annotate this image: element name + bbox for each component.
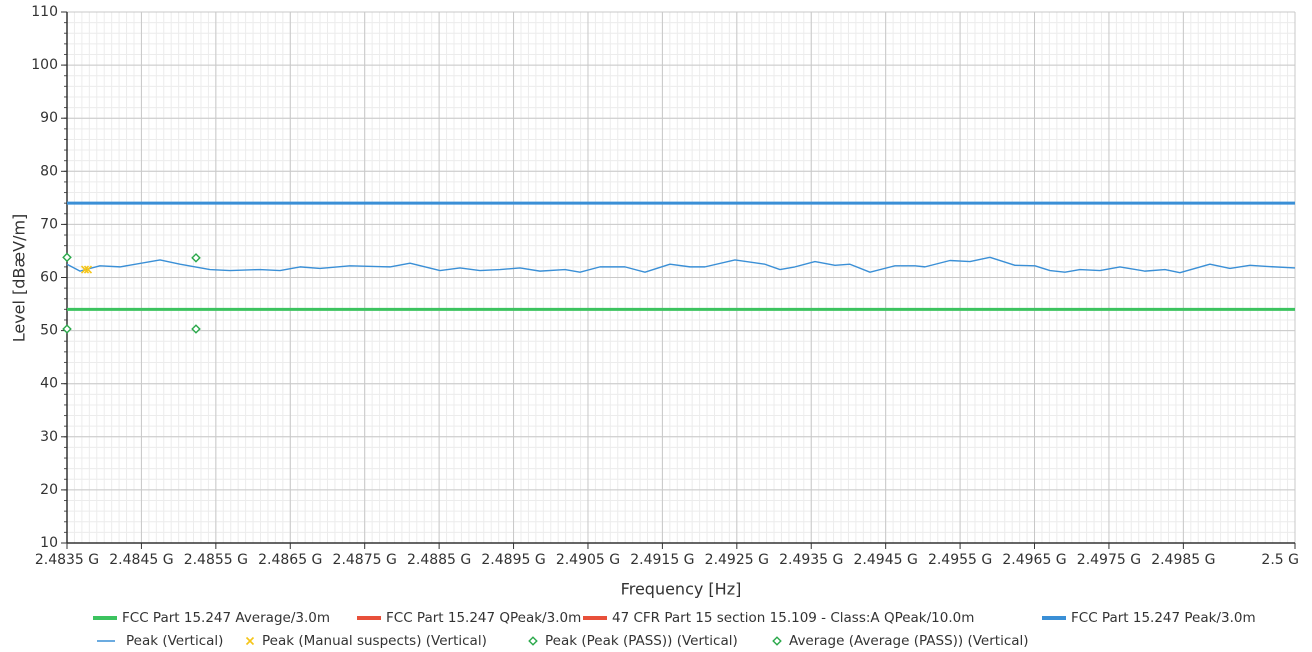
x-tick-label: 2.4935 G <box>779 552 843 568</box>
cross-marker <box>83 265 93 274</box>
legend-label: Peak (Manual suspects) (Vertical) <box>262 633 487 649</box>
legend-label: FCC Part 15.247 Peak/3.0m <box>1071 610 1256 626</box>
legend-label: Average (Average (PASS)) (Vertical) <box>789 633 1029 649</box>
diamond-marker <box>62 252 72 263</box>
y-tick-label: 70 <box>40 216 58 232</box>
y-tick-label: 10 <box>40 535 58 551</box>
y-tick-label: 20 <box>40 482 58 498</box>
legend-item: FCC Part 15.247 Peak/3.0m <box>1042 610 1256 626</box>
x-tick-label: 2.4955 G <box>928 552 992 568</box>
x-tick-label: 2.5 G <box>1261 552 1299 568</box>
diamond-marker <box>528 636 538 646</box>
legend-label: FCC Part 15.247 Average/3.0m <box>122 610 330 626</box>
cross-marker <box>80 265 90 274</box>
y-tick-label: 100 <box>31 57 58 73</box>
diamond-marker <box>62 324 72 334</box>
trace-line <box>66 256 1296 274</box>
cross-marker <box>245 636 255 646</box>
legend-label: Peak (Peak (PASS)) (Vertical) <box>545 633 738 649</box>
y-tick-label: 40 <box>40 376 58 392</box>
y-tick-label: 50 <box>40 323 58 339</box>
legend-item: FCC Part 15.247 QPeak/3.0m <box>357 610 581 626</box>
legend-item: FCC Part 15.247 Average/3.0m <box>93 610 330 626</box>
diamond-marker <box>772 636 782 646</box>
y-tick-label: 110 <box>31 4 58 20</box>
diamond-marker <box>191 324 201 334</box>
x-axis-label: Frequency [Hz] <box>621 580 742 599</box>
y-tick-label: 30 <box>40 429 58 445</box>
x-tick-label: 2.4885 G <box>407 552 471 568</box>
legend-label: 47 CFR Part 15 section 15.109 - Class:A … <box>612 610 974 626</box>
x-tick-label: 2.4915 G <box>630 552 694 568</box>
legend-item: 47 CFR Part 15 section 15.109 - Class:A … <box>583 610 974 626</box>
y-tick-label: 80 <box>40 163 58 179</box>
x-tick-label: 2.4945 G <box>854 552 918 568</box>
y-axis-label: Level [dBæV/m] <box>10 214 29 343</box>
x-tick-label: 2.4895 G <box>481 552 545 568</box>
x-tick-label: 2.4845 G <box>109 552 173 568</box>
y-tick-label: 90 <box>40 110 58 126</box>
x-tick-label: 2.4925 G <box>705 552 769 568</box>
legend-item: Peak (Manual suspects) (Vertical) <box>245 633 487 649</box>
x-tick-label: 2.4985 G <box>1151 552 1215 568</box>
x-tick-label: 2.4835 G <box>35 552 99 568</box>
legend-item: Peak (Peak (PASS)) (Vertical) <box>528 633 738 649</box>
x-tick-label: 2.4975 G <box>1077 552 1141 568</box>
legend-item: Average (Average (PASS)) (Vertical) <box>772 633 1029 649</box>
legend-label: FCC Part 15.247 QPeak/3.0m <box>386 610 581 626</box>
x-tick-label: 2.4965 G <box>1002 552 1066 568</box>
legend-label: Peak (Vertical) <box>126 633 223 649</box>
y-tick-label: 60 <box>40 270 58 286</box>
legend-item: Peak (Vertical) <box>97 633 223 649</box>
diamond-marker <box>191 253 201 263</box>
x-tick-label: 2.4905 G <box>556 552 620 568</box>
x-tick-label: 2.4855 G <box>184 552 248 568</box>
x-tick-label: 2.4865 G <box>258 552 322 568</box>
x-tick-label: 2.4875 G <box>333 552 397 568</box>
